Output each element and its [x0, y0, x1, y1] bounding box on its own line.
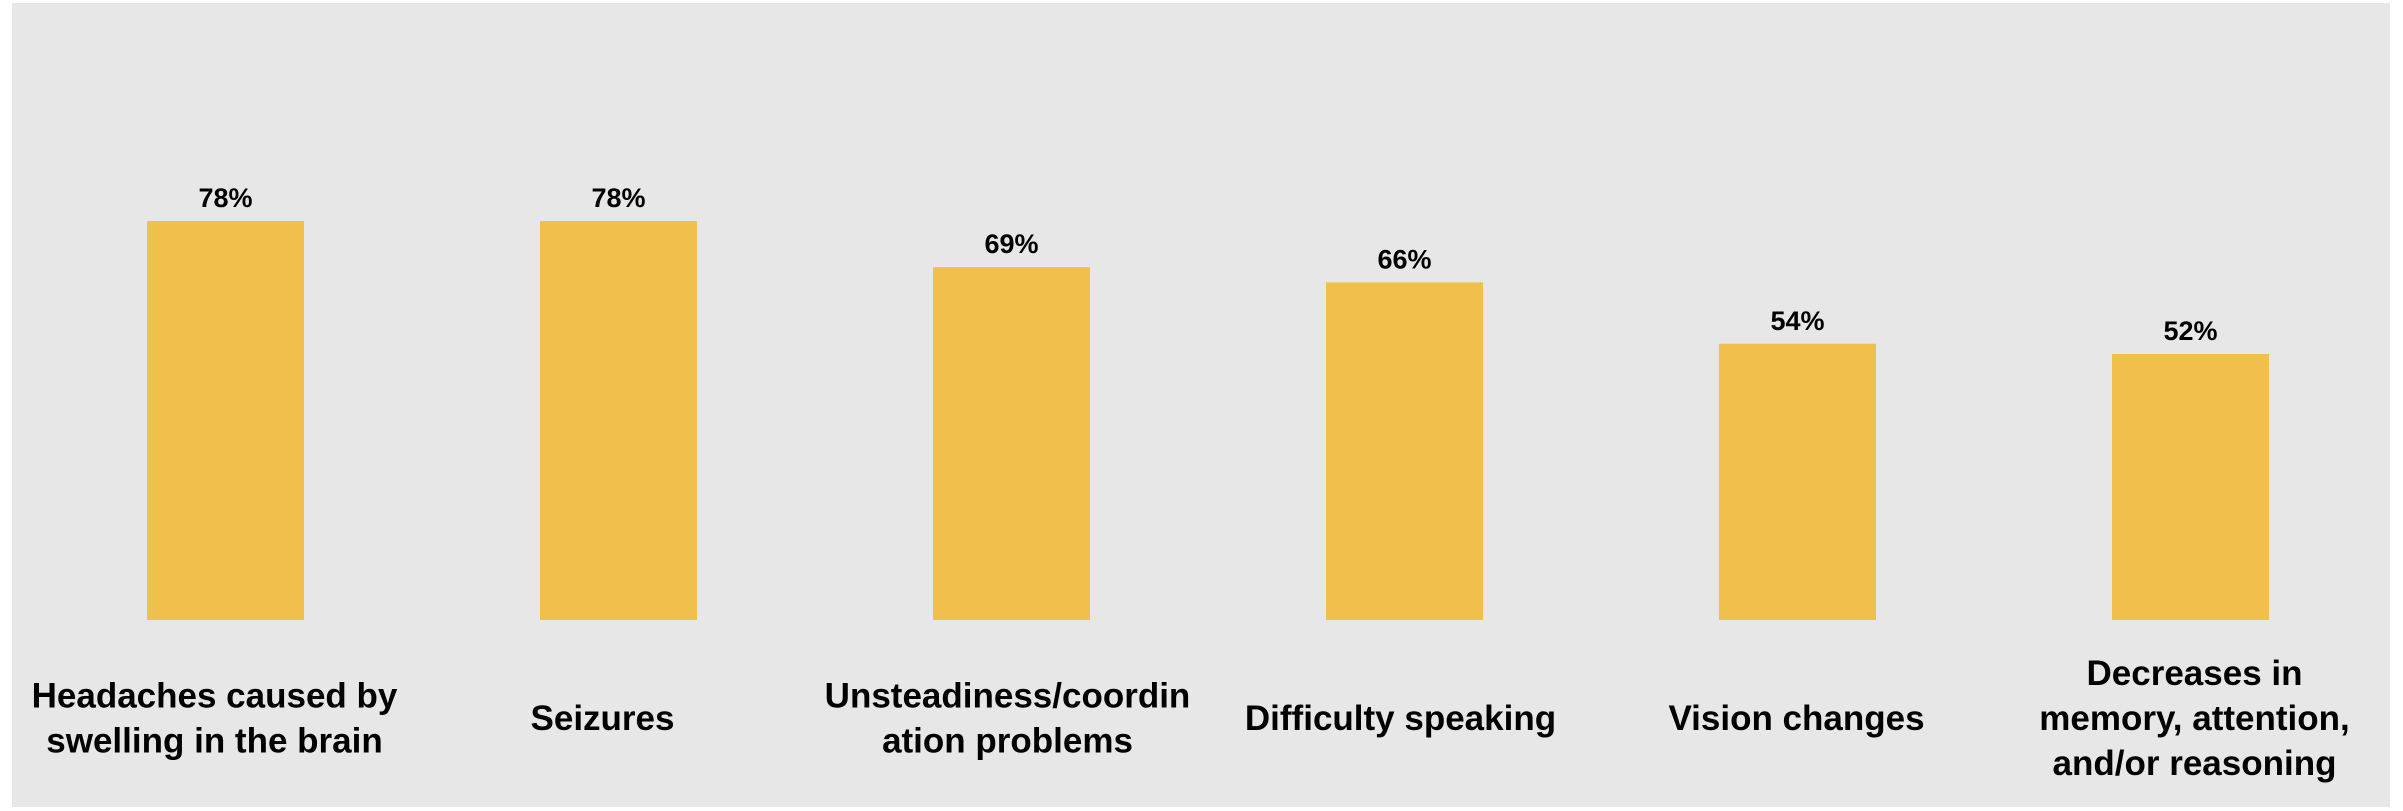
category-label-line: Unsteadiness/coordin [825, 677, 1191, 716]
category-labels-group: Headaches caused by swelling in the brain… [32, 654, 2350, 783]
bar-value-label: 54% [1770, 306, 1824, 336]
category-label-line: Headaches caused by [32, 677, 398, 716]
category-label-line: and/or reasoning [2053, 744, 2337, 783]
category-label: Seizures [531, 699, 675, 738]
category-label-line: Difficulty speaking [1245, 699, 1556, 738]
category-label-line: Vision changes [1668, 699, 1924, 738]
category-label-line: swelling in the brain [46, 722, 382, 761]
bar [1326, 282, 1483, 620]
bar [933, 267, 1090, 620]
category-label: Difficulty speaking [1245, 699, 1556, 738]
bar [147, 221, 304, 620]
category-label-line: Seizures [531, 699, 675, 738]
category-label: Decreases in memory, attention, and/or rea… [2039, 654, 2350, 783]
category-label-line: memory, attention, [2039, 699, 2350, 738]
category-label: Headaches caused by swelling in the brain [32, 677, 398, 761]
value-labels-group: 78% 78% 69% 66% 54% 52% [198, 183, 2217, 346]
bar [1719, 343, 1876, 620]
chart-area [12, 3, 2390, 807]
bar-value-label: 66% [1377, 244, 1431, 274]
category-label-line: ation problems [882, 722, 1133, 761]
bar-value-label: 69% [984, 229, 1038, 259]
bar [540, 221, 697, 620]
category-label: Vision changes [1668, 699, 1924, 738]
bar-value-label: 78% [198, 183, 252, 213]
category-label-line: Decreases in [2087, 654, 2303, 693]
bar-value-label: 52% [2163, 316, 2217, 346]
bars-group [147, 221, 2269, 620]
bar-value-label: 78% [591, 183, 645, 213]
category-label: Unsteadiness/coordin ation problems [825, 677, 1191, 761]
bar [2112, 354, 2269, 620]
